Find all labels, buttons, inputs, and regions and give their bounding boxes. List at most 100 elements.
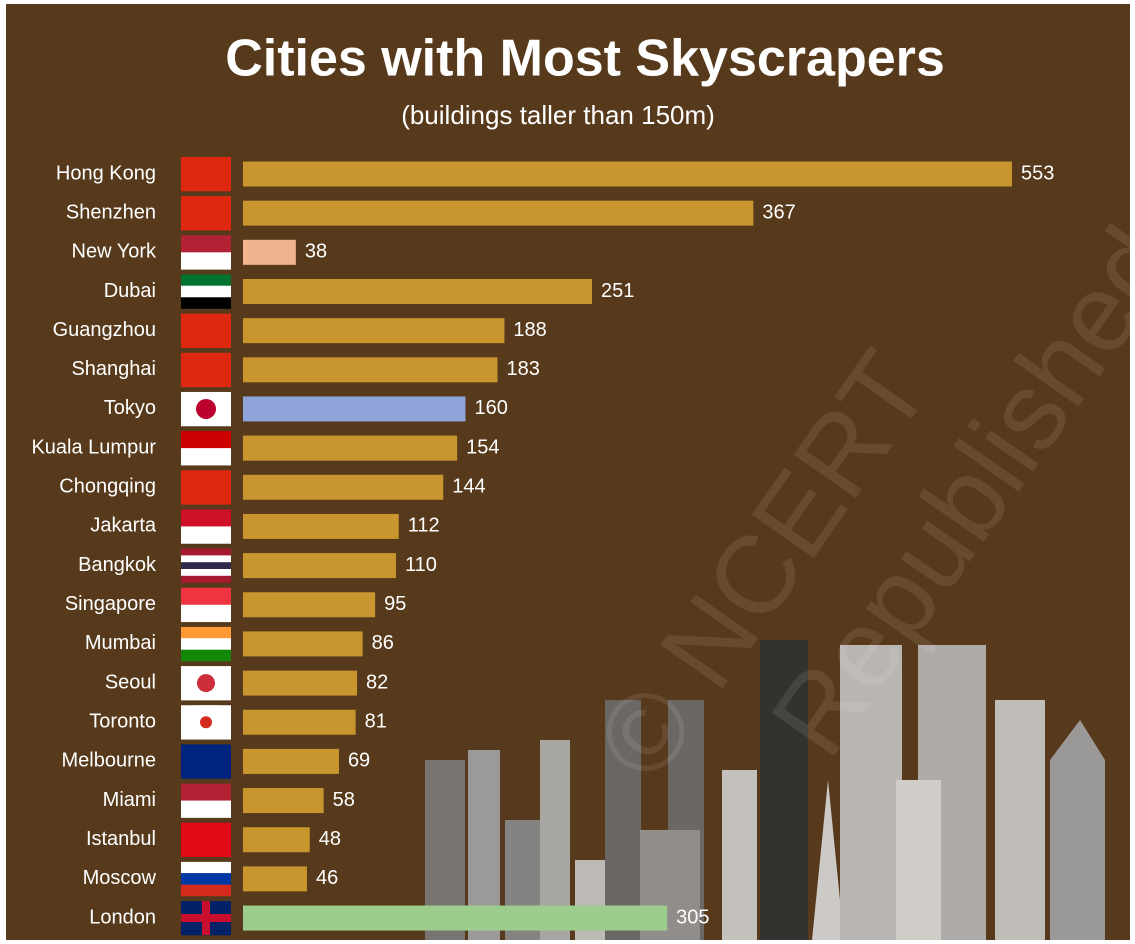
category-label: Chongqing (59, 476, 156, 498)
chart-subtitle: (buildings taller than 150m) (401, 100, 715, 130)
bar (243, 396, 466, 422)
flag-part (181, 157, 231, 192)
category-label: Bangkok (78, 554, 157, 576)
bar (243, 631, 363, 657)
value-label: 69 (348, 750, 370, 772)
flag-part (202, 901, 210, 936)
value-label: 553 (1021, 162, 1054, 184)
flag-part (181, 569, 231, 577)
value-label: 188 (513, 319, 546, 341)
category-label: Hong Kong (56, 162, 156, 184)
category-label: Kuala Lumpur (31, 436, 156, 458)
bar (243, 513, 399, 539)
category-label: Singapore (65, 593, 156, 615)
value-label: 112 (408, 515, 440, 537)
flag-part (181, 626, 231, 639)
bar (243, 239, 296, 265)
category-label: Toronto (89, 711, 156, 733)
bar (243, 670, 358, 696)
flag-part (181, 562, 231, 570)
flag-part (181, 783, 231, 801)
flag-part (181, 252, 231, 270)
flag-part (181, 548, 231, 556)
category-label: Guangzhou (53, 319, 156, 341)
flag-part (181, 526, 231, 544)
value-label: 58 (333, 789, 355, 811)
category-label: Moscow (83, 867, 157, 889)
bar (243, 827, 310, 853)
bar (243, 866, 307, 892)
category-label: Shanghai (71, 358, 156, 380)
category-label: Seoul (105, 671, 156, 693)
flag-part (181, 509, 231, 527)
bar (243, 474, 444, 500)
flag-part (200, 716, 212, 729)
bar (243, 357, 498, 383)
bar (243, 278, 593, 304)
value-label: 144 (452, 476, 485, 498)
flag-part (181, 587, 231, 606)
bar (243, 161, 1012, 187)
bar (243, 435, 458, 461)
bar (243, 788, 324, 814)
category-label: Miami (103, 789, 156, 811)
flag-part (181, 448, 231, 466)
category-label: New York (72, 241, 157, 263)
category-label: Melbourne (61, 750, 156, 772)
flag-part (181, 555, 231, 563)
flag-part (196, 398, 216, 419)
category-label: Jakarta (90, 515, 156, 537)
flag-part (181, 575, 231, 583)
flag-part (181, 297, 231, 309)
flag-part (181, 649, 231, 662)
flag-part (181, 873, 231, 885)
value-label: 183 (506, 358, 539, 380)
chart-title: Cities with Most Skyscrapers (225, 30, 945, 88)
flag-part (181, 196, 231, 231)
bar (243, 592, 376, 618)
flag-part (181, 285, 231, 298)
value-label: 81 (365, 711, 387, 733)
category-label: Istanbul (86, 828, 156, 850)
flag-part (181, 822, 231, 858)
flag-part (181, 800, 231, 818)
bar (243, 318, 505, 344)
value-label: 38 (305, 241, 327, 263)
flag-part (181, 604, 231, 623)
flag-part (197, 674, 215, 693)
flag-part (181, 431, 231, 449)
value-label: 154 (466, 436, 499, 458)
value-label: 367 (762, 201, 795, 223)
value-label: 251 (601, 280, 634, 302)
flag-part (181, 235, 231, 253)
category-label: London (89, 906, 156, 928)
category-label: Shenzhen (66, 201, 156, 223)
flag-part (181, 884, 231, 897)
flags (181, 157, 231, 936)
bar (243, 748, 339, 774)
value-label: 82 (366, 671, 388, 693)
value-label: 110 (405, 554, 437, 576)
flag-part (181, 352, 231, 388)
value-label: 305 (676, 906, 709, 928)
flag-part (181, 861, 231, 874)
skyline (425, 640, 1105, 940)
flag-part (181, 274, 231, 286)
flag-part (181, 744, 231, 779)
bar (243, 709, 356, 735)
value-label: 95 (384, 593, 406, 615)
category-label: Dubai (104, 280, 156, 302)
value-label: 86 (372, 632, 394, 654)
category-label: Mumbai (85, 632, 156, 654)
category-label: Tokyo (104, 397, 156, 419)
bar (243, 905, 668, 931)
bar (243, 553, 396, 579)
bar (243, 200, 754, 226)
value-label: 46 (316, 867, 338, 889)
flag-part (181, 470, 231, 505)
value-label: 160 (474, 397, 507, 419)
value-label: 48 (319, 828, 341, 850)
flag-part (181, 313, 231, 348)
flag-part (181, 638, 231, 650)
